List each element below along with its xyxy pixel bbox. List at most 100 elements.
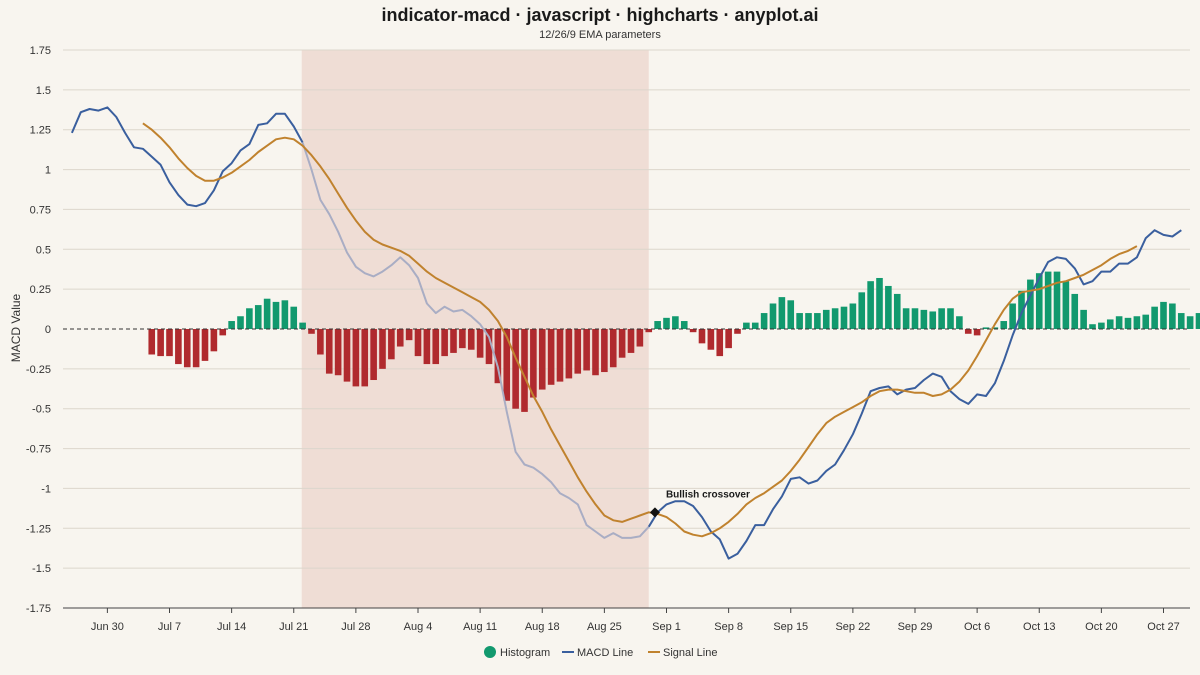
histogram-bar[interactable] xyxy=(476,329,484,358)
histogram-bar[interactable] xyxy=(1106,319,1114,329)
histogram-bar[interactable] xyxy=(388,329,395,360)
histogram-bar[interactable] xyxy=(334,329,342,376)
histogram-bar[interactable] xyxy=(1186,316,1194,329)
histogram-bar[interactable] xyxy=(538,329,546,390)
histogram-bar[interactable] xyxy=(814,313,821,329)
histogram-bar[interactable] xyxy=(680,321,688,329)
histogram-bar[interactable] xyxy=(583,329,590,371)
histogram-bar[interactable] xyxy=(1018,290,1025,329)
histogram-bar[interactable] xyxy=(246,308,253,329)
histogram-series[interactable] xyxy=(148,271,1200,412)
histogram-bar[interactable] xyxy=(796,313,803,329)
histogram-bar[interactable] xyxy=(201,329,209,361)
histogram-bar[interactable] xyxy=(1124,317,1132,329)
histogram-bar[interactable] xyxy=(325,329,333,374)
legend-item-histogram[interactable]: Histogram xyxy=(500,647,550,659)
histogram-bar[interactable] xyxy=(663,317,670,329)
histogram-bar[interactable] xyxy=(263,298,271,329)
histogram-bar[interactable] xyxy=(308,329,315,334)
histogram-bar[interactable] xyxy=(254,305,262,329)
histogram-bar[interactable] xyxy=(157,329,164,357)
histogram-bar[interactable] xyxy=(450,329,457,353)
histogram-bar[interactable] xyxy=(1142,314,1150,329)
histogram-bar[interactable] xyxy=(512,329,519,409)
histogram-bar[interactable] xyxy=(405,329,413,341)
histogram-bar[interactable] xyxy=(432,329,440,365)
histogram-bar[interactable] xyxy=(831,308,839,329)
histogram-bar[interactable] xyxy=(530,329,537,398)
histogram-bar[interactable] xyxy=(1027,279,1034,329)
histogram-bar[interactable] xyxy=(299,322,306,329)
histogram-bar[interactable] xyxy=(840,306,848,329)
histogram-bar[interactable] xyxy=(1160,301,1167,329)
histogram-bar[interactable] xyxy=(175,329,182,365)
legend-item-signal-line[interactable]: Signal Line xyxy=(663,647,717,659)
histogram-bar[interactable] xyxy=(672,316,679,329)
histogram-bar[interactable] xyxy=(494,329,502,384)
histogram-bar[interactable] xyxy=(1177,313,1185,329)
histogram-bar[interactable] xyxy=(503,329,511,401)
histogram-bar[interactable] xyxy=(370,329,377,381)
histogram-bar[interactable] xyxy=(574,329,582,374)
histogram-bar[interactable] xyxy=(441,329,448,357)
histogram-bar[interactable] xyxy=(716,329,724,357)
histogram-bar[interactable] xyxy=(893,293,901,329)
histogram-bar[interactable] xyxy=(343,329,351,382)
histogram-bar[interactable] xyxy=(556,329,564,382)
histogram-bar[interactable] xyxy=(1089,324,1096,329)
histogram-bar[interactable] xyxy=(1195,313,1200,329)
histogram-bar[interactable] xyxy=(317,329,324,355)
histogram-bar[interactable] xyxy=(1133,316,1141,329)
histogram-bar[interactable] xyxy=(396,329,404,347)
histogram-bar[interactable] xyxy=(769,303,777,329)
histogram-bar[interactable] xyxy=(219,329,227,336)
histogram-bar[interactable] xyxy=(902,308,910,329)
histogram-bar[interactable] xyxy=(485,329,493,365)
histogram-bar[interactable] xyxy=(281,300,289,329)
macd-line[interactable] xyxy=(70,106,304,208)
histogram-bar[interactable] xyxy=(947,308,954,329)
histogram-bar[interactable] xyxy=(166,329,173,357)
histogram-bar[interactable] xyxy=(210,329,218,352)
histogram-bar[interactable] xyxy=(1044,271,1052,329)
histogram-bar[interactable] xyxy=(822,309,830,329)
histogram-bar[interactable] xyxy=(592,329,599,376)
histogram-bar[interactable] xyxy=(636,329,644,347)
histogram-bar[interactable] xyxy=(1000,321,1008,329)
histogram-bar[interactable] xyxy=(1080,309,1087,329)
histogram-bar[interactable] xyxy=(689,329,697,333)
legend[interactable]: Histogram MACD Line Signal Line xyxy=(484,646,717,659)
histogram-bar[interactable] xyxy=(148,329,156,355)
histogram-bar[interactable] xyxy=(849,303,857,329)
histogram-bar[interactable] xyxy=(290,306,298,329)
histogram-bar[interactable] xyxy=(698,329,706,344)
macd-line[interactable] xyxy=(647,229,1182,560)
histogram-bar[interactable] xyxy=(654,321,661,329)
histogram-bar[interactable] xyxy=(183,329,191,368)
histogram-bar[interactable] xyxy=(1098,322,1105,329)
histogram-bar[interactable] xyxy=(467,329,475,350)
histogram-bar[interactable] xyxy=(911,308,919,329)
legend-item-macd-line[interactable]: MACD Line xyxy=(577,647,633,659)
histogram-bar[interactable] xyxy=(618,329,626,358)
histogram-bar[interactable] xyxy=(521,329,528,412)
histogram-bar[interactable] xyxy=(352,329,360,387)
histogram-bar[interactable] xyxy=(423,329,431,365)
histogram-bar[interactable] xyxy=(982,327,990,329)
histogram-bar[interactable] xyxy=(272,301,280,329)
histogram-bar[interactable] xyxy=(1151,306,1158,329)
histogram-bar[interactable] xyxy=(609,329,617,368)
histogram-bar[interactable] xyxy=(707,329,715,350)
histogram-bar[interactable] xyxy=(237,316,244,329)
histogram-bar[interactable] xyxy=(867,281,874,329)
line-series[interactable] xyxy=(70,106,1182,560)
histogram-bar[interactable] xyxy=(547,329,555,385)
legend-marker-histogram[interactable] xyxy=(484,646,496,658)
histogram-bar[interactable] xyxy=(1169,303,1176,329)
histogram-bar[interactable] xyxy=(787,300,795,329)
histogram-bar[interactable] xyxy=(565,329,573,379)
histogram-bar[interactable] xyxy=(645,329,653,333)
histogram-bar[interactable] xyxy=(938,308,945,329)
histogram-bar[interactable] xyxy=(964,329,972,334)
histogram-bar[interactable] xyxy=(361,329,369,387)
